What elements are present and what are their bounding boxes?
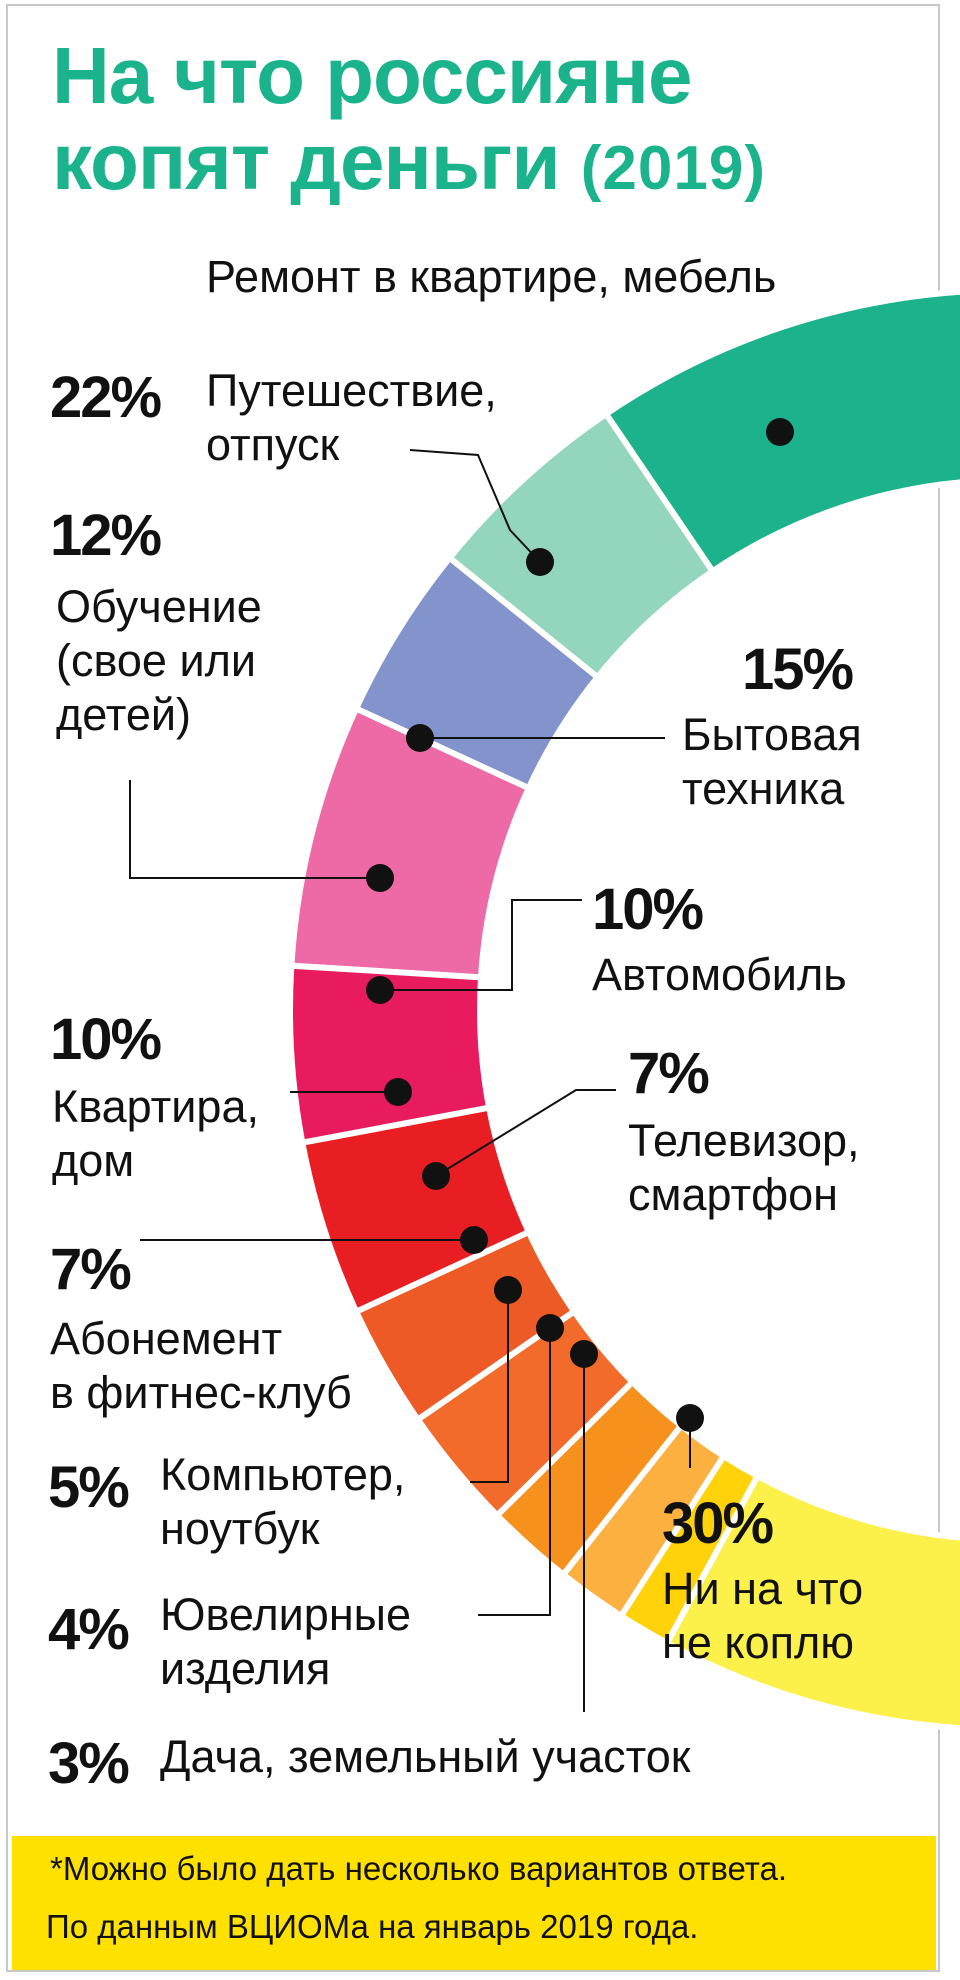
leader-line-8 bbox=[470, 1290, 509, 1483]
pct-nothing: 30% bbox=[662, 1491, 774, 1556]
label-nothing: Ни на что не коплю bbox=[662, 1563, 864, 1668]
leader-line-3 bbox=[129, 780, 380, 879]
chart-title-year: (2019) bbox=[580, 134, 766, 203]
label-education: Обучение (свое или детей) bbox=[56, 581, 262, 740]
leader-line-9 bbox=[478, 1328, 551, 1616]
chart-title-line2: копят деньги (2019) bbox=[52, 118, 766, 213]
leader-dot-10 bbox=[570, 1340, 598, 1368]
leader-dot-1 bbox=[526, 548, 554, 576]
footnote-box: *Можно было дать несколько вариантов отв… bbox=[12, 1836, 936, 1970]
leader-line-4 bbox=[380, 899, 582, 991]
pct-appliances: 15% bbox=[742, 637, 854, 702]
label-appliances: Бытовая техника bbox=[682, 709, 862, 814]
pct-jewelry: 4% bbox=[48, 1597, 130, 1662]
leader-dot-3 bbox=[366, 864, 394, 892]
label-renovation: Ремонт в квартире, мебель bbox=[206, 251, 777, 302]
leader-dot-5 bbox=[384, 1078, 412, 1106]
pct-dacha: 3% bbox=[48, 1731, 130, 1796]
leader-dot-0 bbox=[766, 418, 794, 446]
label-apartment: Квартира, дом bbox=[52, 1081, 259, 1186]
pct-education: 10% bbox=[592, 877, 704, 942]
pct-tv: 7% bbox=[628, 1041, 710, 1106]
pct-travel: 12% bbox=[50, 503, 162, 568]
leader-dot-4 bbox=[366, 976, 394, 1004]
pct-car: 10% bbox=[50, 1007, 162, 1072]
leader-dot-8 bbox=[494, 1276, 522, 1304]
chart-title-line1: На что россияне bbox=[52, 31, 692, 120]
leader-dot-7 bbox=[460, 1226, 488, 1254]
label-tv: Телевизор, смартфон bbox=[628, 1115, 860, 1220]
leader-dot-9 bbox=[536, 1314, 564, 1342]
label-fitness: Абонемент в фитнес-клуб bbox=[50, 1313, 352, 1418]
pct-computer: 5% bbox=[48, 1455, 130, 1520]
leader-dot-11 bbox=[676, 1404, 704, 1432]
pct-renovation: 22% bbox=[50, 365, 162, 430]
label-travel: Путешествие, отпуск bbox=[206, 365, 497, 470]
label-computer: Компьютер, ноутбук bbox=[160, 1449, 406, 1554]
pct-fitness: 7% bbox=[50, 1237, 132, 1302]
leader-dot-6 bbox=[422, 1162, 450, 1190]
label-car: Автомобиль bbox=[592, 949, 847, 1000]
chart-title-line2-text: копят деньги bbox=[52, 117, 561, 206]
leader-line-6 bbox=[435, 1089, 616, 1177]
label-dacha: Дача, земельный участок bbox=[160, 1731, 691, 1782]
leader-dot-2 bbox=[406, 724, 434, 752]
footnote-line1: *Можно было дать несколько вариантов отв… bbox=[50, 1850, 788, 1887]
footnote-line2: По данным ВЦИОМа на январь 2019 года. bbox=[46, 1908, 699, 1945]
label-jewelry: Ювелирные изделия bbox=[160, 1589, 412, 1694]
slice-11 bbox=[662, 1471, 960, 1732]
frame-border bbox=[6, 4, 940, 1972]
leader-line-1 bbox=[409, 449, 541, 563]
